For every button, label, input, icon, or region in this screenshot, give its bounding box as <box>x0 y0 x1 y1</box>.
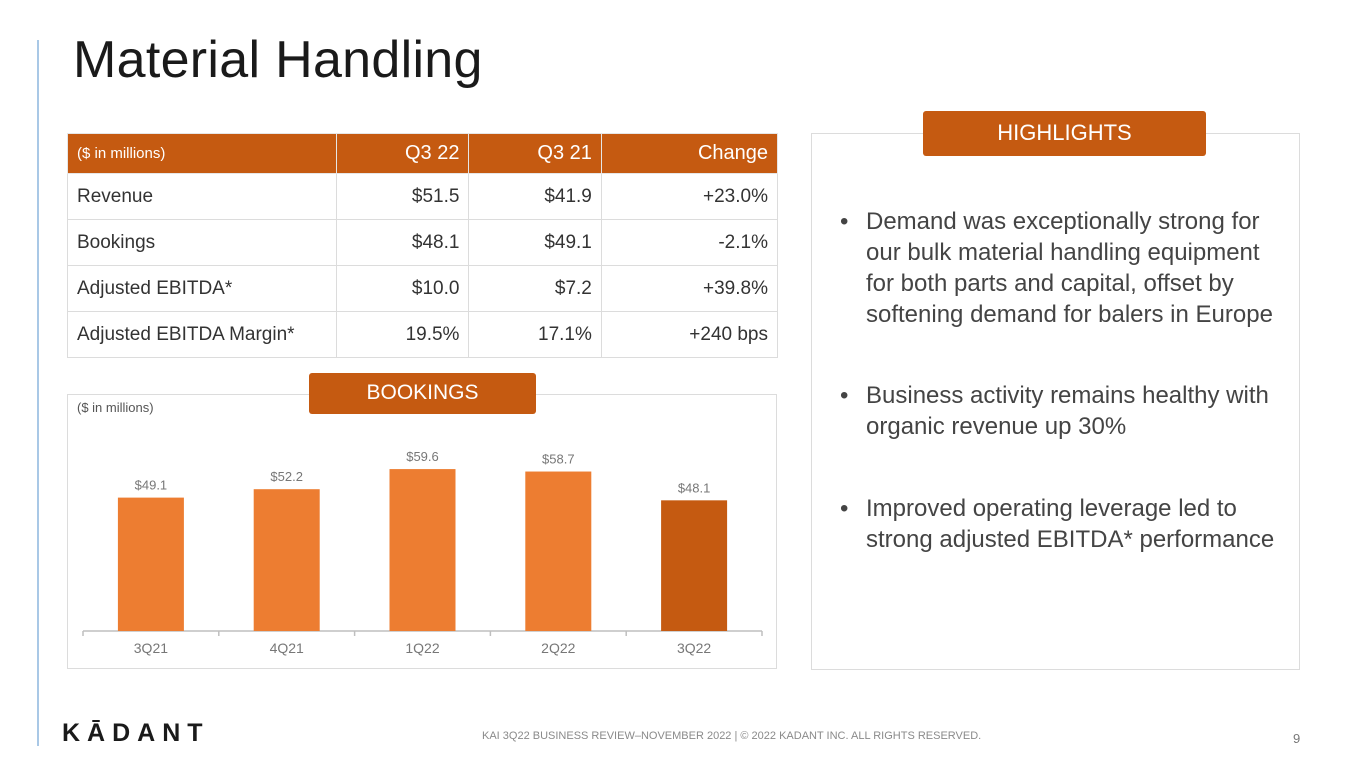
x-tick-label: 3Q22 <box>677 640 711 656</box>
x-tick-label: 2Q22 <box>541 640 575 656</box>
bar-4Q21 <box>253 489 320 631</box>
table-row: Adjusted EBITDA Margin* 19.5% 17.1% +240… <box>67 311 779 358</box>
page-number: 9 <box>1293 731 1301 746</box>
page-title: Material Handling <box>73 31 483 89</box>
x-tick-label: 1Q22 <box>405 640 439 656</box>
x-tick-label: 4Q21 <box>270 640 304 656</box>
bar-3Q22 <box>661 500 728 631</box>
bar-3Q21 <box>117 497 184 631</box>
data-label: $49.1 <box>135 478 168 493</box>
table-cell: $51.5 <box>335 173 470 220</box>
table-cell: $7.2 <box>468 265 602 312</box>
table-header-change: Change <box>600 133 779 174</box>
chart-unit-note: ($ in millions) <box>77 400 154 415</box>
footer-text: KAI 3Q22 BUSINESS REVIEW–NOVEMBER 2022 |… <box>482 730 982 742</box>
table-row: Adjusted EBITDA* $10.0 $7.2 +39.8% <box>67 265 779 312</box>
data-label: $58.7 <box>542 452 575 467</box>
table-cell: Adjusted EBITDA Margin* <box>67 311 337 358</box>
bar-1Q22 <box>389 469 456 631</box>
table-cell: Revenue <box>67 173 337 220</box>
highlight-item: Business activity remains healthy with o… <box>838 380 1293 442</box>
table-cell: $10.0 <box>335 265 470 312</box>
table-row: Revenue $51.5 $41.9 +23.0% <box>67 173 779 220</box>
table-header-q3-22: Q3 22 <box>335 133 470 174</box>
x-tick-label: 3Q21 <box>134 640 168 656</box>
bar-2Q22 <box>525 471 592 631</box>
table-cell: $41.9 <box>468 173 602 220</box>
data-label: $52.2 <box>270 469 303 484</box>
data-label: $59.6 <box>406 449 439 464</box>
accent-vertical-line <box>37 40 39 746</box>
bookings-tag: BOOKINGS <box>309 373 536 414</box>
kadant-logo: KĀDANT <box>62 719 210 747</box>
table-cell: +39.8% <box>600 265 779 312</box>
table-cell: +23.0% <box>600 173 779 220</box>
table-cell: +240 bps <box>600 311 779 358</box>
table-row: Bookings $48.1 $49.1 -2.1% <box>67 219 779 266</box>
highlights-tag: HIGHLIGHTS <box>923 111 1206 156</box>
highlight-item: Improved operating leverage led to stron… <box>838 493 1293 555</box>
data-label: $48.1 <box>678 480 711 495</box>
financial-table: ($ in millions) Q3 22 Q3 21 Change Reven… <box>67 133 779 358</box>
bookings-bar-chart: $49.1 3Q21 $52.2 4Q21 $59.6 1Q22 $58.7 2Q22 $48.… <box>82 449 763 656</box>
table-cell: 17.1% <box>468 311 602 358</box>
table-header-q3-21: Q3 21 <box>468 133 602 174</box>
table-header-units: ($ in millions) <box>67 133 337 174</box>
highlights-list: Demand was exceptionally strong for our … <box>838 206 1293 605</box>
table-cell: Bookings <box>67 219 337 266</box>
table-header-row: ($ in millions) Q3 22 Q3 21 Change <box>67 133 779 174</box>
table-cell: -2.1% <box>600 219 779 266</box>
table-cell: $48.1 <box>335 219 470 266</box>
highlight-item: Demand was exceptionally strong for our … <box>838 206 1293 330</box>
table-cell: Adjusted EBITDA* <box>67 265 337 312</box>
table-cell: 19.5% <box>335 311 470 358</box>
table-cell: $49.1 <box>468 219 602 266</box>
